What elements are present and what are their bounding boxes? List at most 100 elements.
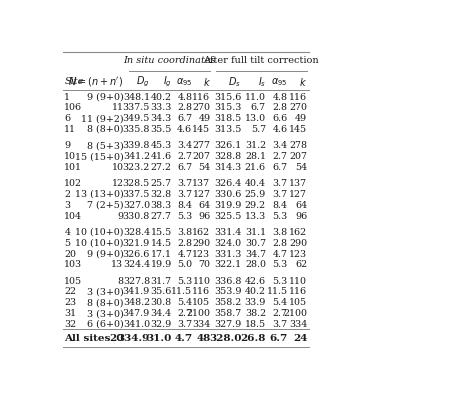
Text: 8 (8+0): 8 (8+0) [87,125,124,134]
Text: 15 (15+0): 15 (15+0) [75,152,124,161]
Text: 6.7: 6.7 [251,103,266,112]
Text: 10 (10+0): 10 (10+0) [75,239,124,248]
Text: 62: 62 [295,260,307,269]
Text: 2.8: 2.8 [273,239,288,248]
Text: 11: 11 [111,103,124,112]
Text: 327.9: 327.9 [214,320,241,329]
Text: 31.2: 31.2 [245,141,266,150]
Text: 162: 162 [289,228,307,237]
Text: 49: 49 [198,114,211,123]
Text: 2.7: 2.7 [177,309,192,318]
Text: 24: 24 [293,334,307,343]
Text: 4: 4 [64,228,70,237]
Text: 17.1: 17.1 [151,250,172,259]
Text: $I_g$: $I_g$ [163,74,172,89]
Text: 2.8: 2.8 [177,239,192,248]
Text: 353.9: 353.9 [214,287,241,296]
Text: 277: 277 [192,141,211,150]
Text: 5.4: 5.4 [272,298,288,307]
Text: 4.6: 4.6 [272,125,288,134]
Text: 334: 334 [289,320,307,329]
Text: 290: 290 [289,239,307,248]
Text: 326.6: 326.6 [123,250,150,259]
Text: 334.9: 334.9 [117,334,150,343]
Text: $D_s$: $D_s$ [228,75,241,88]
Text: 13.0: 13.0 [245,114,266,123]
Text: 3.7: 3.7 [177,190,192,199]
Text: 40.2: 40.2 [245,287,266,296]
Text: 331.4: 331.4 [214,228,241,237]
Text: 96: 96 [198,211,211,220]
Text: 3.8: 3.8 [177,228,192,237]
Text: 70: 70 [198,260,211,269]
Text: 4.7: 4.7 [177,250,192,259]
Text: $\alpha_{95}$: $\alpha_{95}$ [176,76,192,88]
Text: 10: 10 [111,163,124,172]
Text: 34.4: 34.4 [151,309,172,318]
Text: 11.0: 11.0 [245,93,266,101]
Text: 32: 32 [64,320,76,329]
Text: 30.7: 30.7 [245,239,266,248]
Text: 3.7: 3.7 [272,179,288,188]
Text: 12: 12 [111,179,124,188]
Text: 4.8: 4.8 [273,93,288,101]
Text: 8.4: 8.4 [177,201,192,210]
Text: 278: 278 [289,141,307,150]
Text: 3.7: 3.7 [272,190,288,199]
Text: 8.4: 8.4 [273,201,288,210]
Text: 35.5: 35.5 [150,125,172,134]
Text: 314.3: 314.3 [214,163,241,172]
Text: 6.7: 6.7 [272,163,288,172]
Text: 32.8: 32.8 [151,190,172,199]
Text: 358.7: 358.7 [214,309,241,318]
Text: 137: 137 [289,179,307,188]
Text: 270: 270 [289,103,307,112]
Text: 26.8: 26.8 [241,334,266,343]
Text: 6.6: 6.6 [272,114,288,123]
Text: 3.8: 3.8 [272,228,288,237]
Text: 326.1: 326.1 [214,141,241,150]
Text: 5.0: 5.0 [177,260,192,269]
Text: 348.2: 348.2 [123,298,150,307]
Text: 328.5: 328.5 [123,179,150,188]
Text: 38.3: 38.3 [150,201,172,210]
Text: 31.1: 31.1 [245,228,266,237]
Text: 330.6: 330.6 [214,190,241,199]
Text: 116: 116 [289,287,307,296]
Text: 20: 20 [109,334,124,343]
Text: 123: 123 [289,250,307,259]
Text: 101: 101 [64,163,82,172]
Text: After full tilt correction: After full tilt correction [203,56,319,65]
Text: 2.8: 2.8 [177,103,192,112]
Text: Site: Site [64,77,84,86]
Text: 313.5: 313.5 [214,125,241,134]
Text: 5.7: 5.7 [251,125,266,134]
Text: 33.3: 33.3 [150,103,172,112]
Text: 137: 137 [192,179,211,188]
Text: 324.4: 324.4 [123,260,150,269]
Text: 2.7: 2.7 [273,309,288,318]
Text: 8 (5+3): 8 (5+3) [87,141,124,150]
Text: 315.6: 315.6 [214,93,241,101]
Text: 54: 54 [295,163,307,172]
Text: 6.7: 6.7 [270,334,288,343]
Text: 41.6: 41.6 [151,152,172,161]
Text: 9: 9 [117,211,124,220]
Text: 327.8: 327.8 [123,277,150,286]
Text: $N = (n + n')$: $N = (n + n')$ [68,75,124,88]
Text: $\alpha_{95}$: $\alpha_{95}$ [271,76,288,88]
Text: 19.9: 19.9 [150,260,172,269]
Text: 358.2: 358.2 [214,298,241,307]
Text: 13: 13 [111,260,124,269]
Text: 315.3: 315.3 [214,103,241,112]
Text: 45.3: 45.3 [150,141,172,150]
Text: 323.2: 323.2 [123,163,150,172]
Text: 127: 127 [192,190,211,199]
Text: 325.5: 325.5 [214,211,241,220]
Text: 25.9: 25.9 [245,190,266,199]
Text: 6.7: 6.7 [177,114,192,123]
Text: 9 (9+0): 9 (9+0) [87,250,124,259]
Text: 207: 207 [192,152,211,161]
Text: 337.5: 337.5 [123,190,150,199]
Text: 104: 104 [64,211,82,220]
